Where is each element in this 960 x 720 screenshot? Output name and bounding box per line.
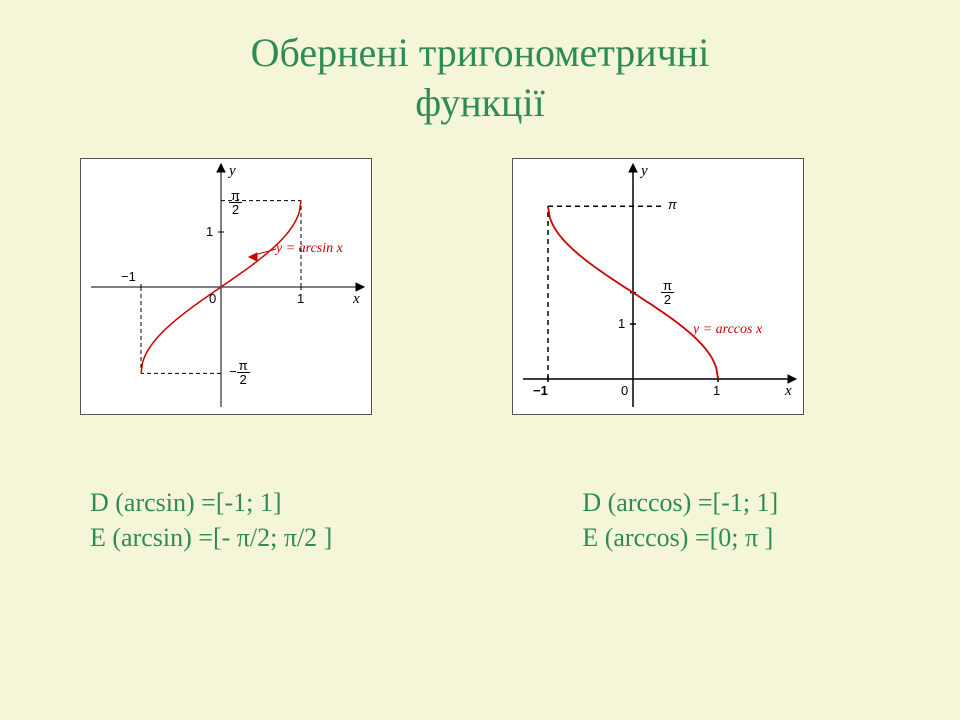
info-row: D (arcsin) =[-1; 1] E (arcsin) =[- π/2; … xyxy=(0,485,960,555)
arccos-tick-zero: 0 xyxy=(621,383,628,398)
arcsin-pi2-bot: −π2 xyxy=(229,359,250,386)
arcsin-plot xyxy=(81,159,371,414)
arccos-function-label: y = arccos x xyxy=(693,322,762,338)
arccos-info: D (arccos) =[-1; 1] E (arccos) =[0; π ] xyxy=(582,485,778,555)
page-title: Обернені тригонометричні функції xyxy=(0,0,960,128)
arccos-tick-one: 1 xyxy=(713,383,720,398)
arcsin-tick-one: 1 xyxy=(297,291,304,306)
charts-row: y x −1 0 1 1 π2 −π2 y = arcsin x y x −1 … xyxy=(0,158,960,415)
arcsin-tick-neg1: −1 xyxy=(121,269,136,284)
arcsin-tick-zero: 0 xyxy=(209,291,216,306)
arccos-chart: y x −1 0 1 1 π π2 y = arccos x xyxy=(512,158,804,415)
arccos-x-axis-label: x xyxy=(785,383,792,400)
arcsin-tick-one-y: 1 xyxy=(206,224,213,239)
title-line-1: Обернені тригонометричні xyxy=(251,30,710,75)
arcsin-y-axis-label: y xyxy=(229,163,236,180)
title-line-2: функції xyxy=(415,80,544,125)
arcsin-range: E (arcsin) =[- π/2; π/2 ] xyxy=(90,520,332,555)
arccos-plot xyxy=(513,159,803,414)
arccos-tick-neg1: −1 xyxy=(533,383,548,398)
arcsin-domain: D (arcsin) =[-1; 1] xyxy=(90,485,332,520)
arccos-pi-top: π xyxy=(668,197,677,212)
arcsin-pi2-top: π2 xyxy=(229,189,242,216)
arcsin-function-label: y = arcsin x xyxy=(276,241,343,257)
arccos-domain: D (arccos) =[-1; 1] xyxy=(582,485,778,520)
arccos-y-axis-label: y xyxy=(641,163,648,180)
arcsin-chart: y x −1 0 1 1 π2 −π2 y = arcsin x xyxy=(80,158,372,415)
arcsin-info: D (arcsin) =[-1; 1] E (arcsin) =[- π/2; … xyxy=(90,485,332,555)
arcsin-x-axis-label: x xyxy=(353,291,360,308)
arccos-range: E (arccos) =[0; π ] xyxy=(582,520,778,555)
arccos-pi2: π2 xyxy=(661,279,674,306)
arccos-tick-one-y: 1 xyxy=(618,316,625,331)
